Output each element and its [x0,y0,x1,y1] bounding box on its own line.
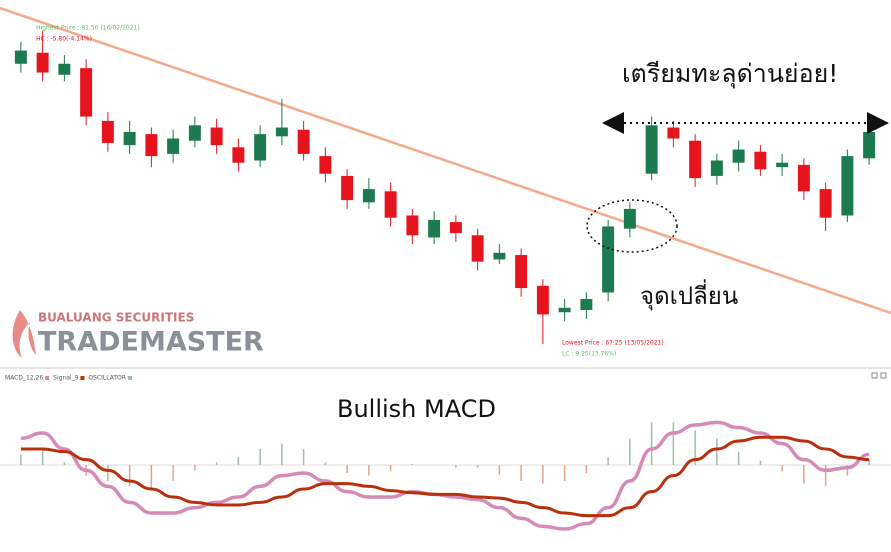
candle-body [667,127,680,139]
candle-body [210,127,223,146]
candle-body [319,156,332,174]
hc-label: HC : -5.80(-4.14%) [36,36,92,43]
brand: TRADEMASTER [38,327,264,358]
macd-line [20,420,870,531]
legend-swatch [127,376,132,380]
candle-body [623,208,636,229]
candle-body [863,131,876,159]
brand-top: BUALUANG SECURITIES [38,311,194,325]
candle-body [384,191,397,218]
candle-body [471,235,484,262]
lc-label: LC : 9.25(13.76%) [562,351,616,358]
logo-flame [12,310,36,358]
candle-body [80,68,93,117]
trend-line [0,6,891,315]
candle-body [493,252,506,260]
macd-line [20,435,870,518]
legend-label: Signal_9 [53,375,78,382]
candle-body [449,222,462,234]
candle-body [602,226,615,293]
candle-body [797,164,810,192]
candle-body [145,134,158,157]
highest-label: Highest Price : 81.50 (16/02/2021) [36,25,140,32]
candle-body [710,160,723,176]
candle-body [341,175,354,201]
candle-body [167,138,180,154]
candle-body [123,131,136,146]
candle-body [819,189,832,218]
candle-body [297,129,310,154]
legend-label: MACD_12,26 [5,375,43,382]
breakout-note: เตรียมทะลุด่านย่อย! [622,59,838,89]
candle-body [58,63,71,75]
candle-body [406,215,419,236]
candle-body [515,255,528,289]
candle-body [732,149,745,163]
legend-swatch [80,376,85,380]
macd-title: Bullish MACD [337,395,496,423]
legend-label: OSCILLATOR [88,375,126,382]
panel-button[interactable] [880,372,887,379]
candle-body [580,299,593,311]
candle-body [232,147,245,163]
candle-body [536,285,549,315]
candle-body [254,134,267,161]
legend-swatch [45,376,50,380]
turning-note: จุดเปลี่ยน [640,279,738,311]
lowest-label: Lowest Price : 67.25 (13/05/2021) [562,340,664,347]
panel-button[interactable] [871,372,878,379]
candle-body [362,189,375,203]
candle-body [428,219,441,238]
candle-body [689,140,702,179]
candle-body [101,120,114,143]
highlight-ellipse [586,199,678,253]
candle-body [188,125,201,141]
candle-body [776,162,789,168]
candle-body [36,52,49,73]
candle-body [754,151,767,170]
candle-body [558,307,571,313]
candle-body [275,127,288,137]
candle-body [841,156,854,216]
candle-body [645,125,658,174]
candle-body [14,50,27,64]
